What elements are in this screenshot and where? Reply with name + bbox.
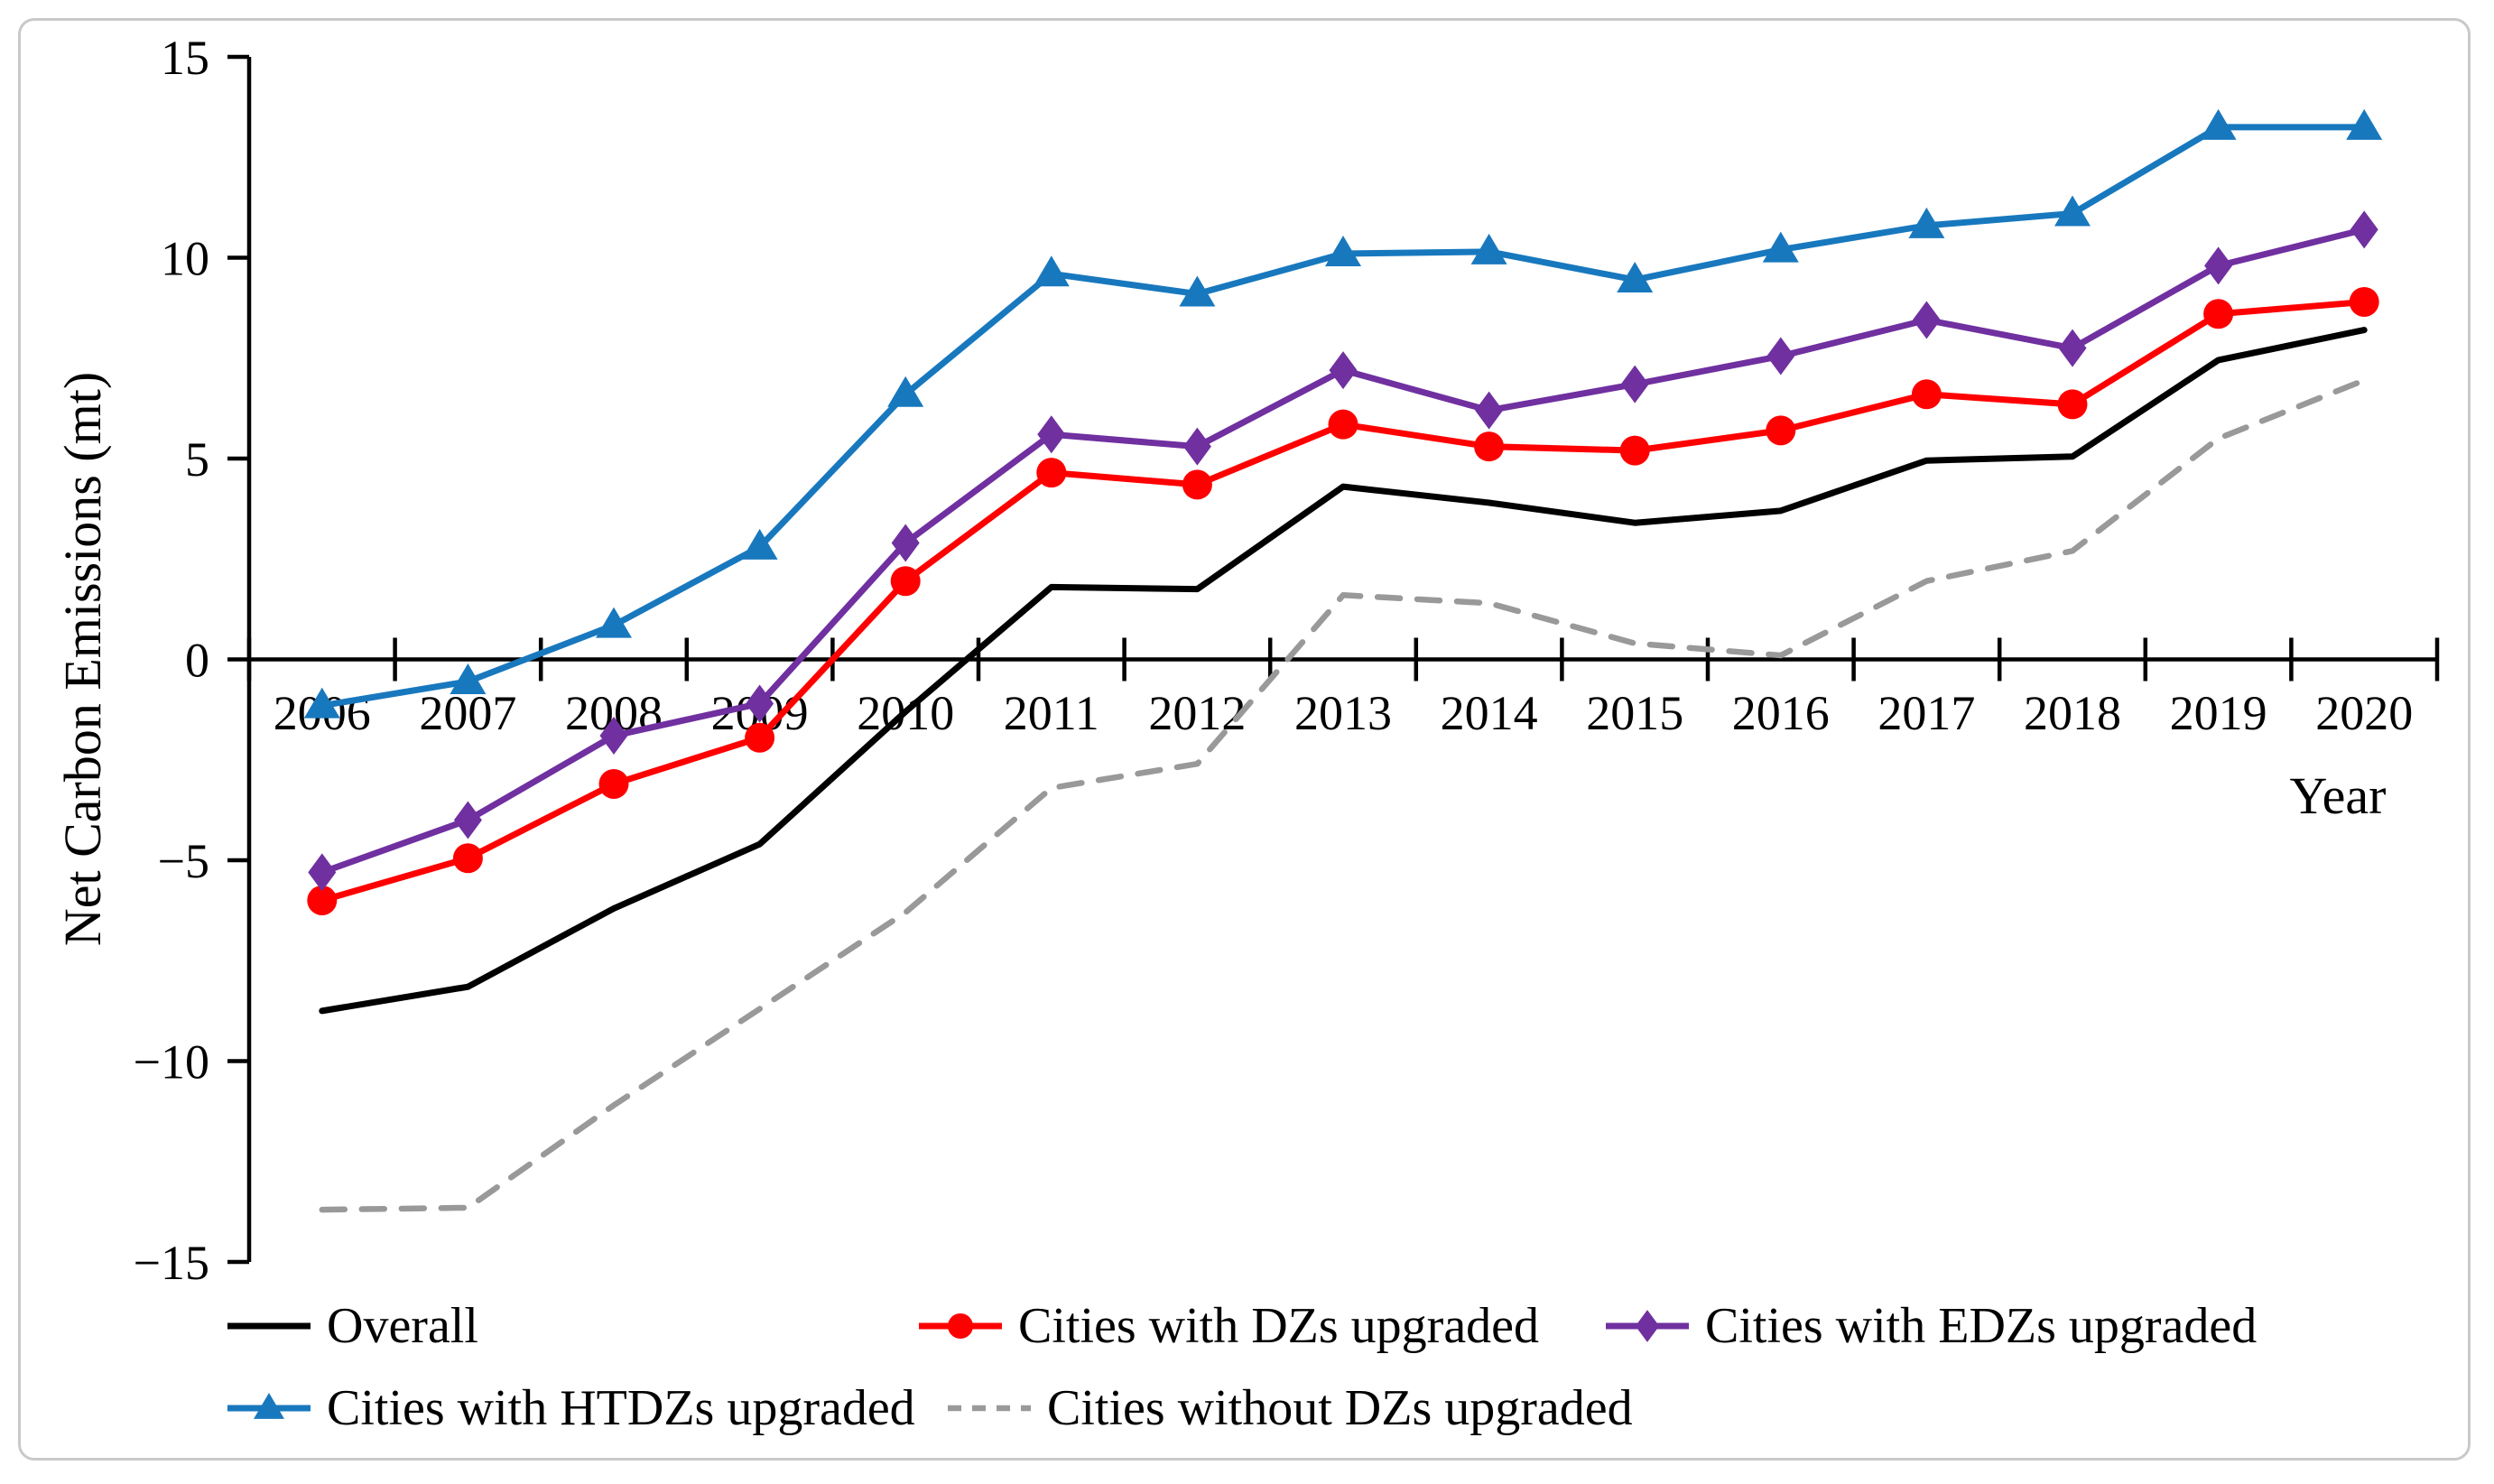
x-tick-label-2013: 2013 <box>1294 686 1392 740</box>
data-point-circle <box>598 768 629 799</box>
data-point-triangle <box>2200 108 2237 140</box>
y-tick-label: −10 <box>134 1035 209 1090</box>
series-cities-with-edzs-upgraded <box>308 210 2378 892</box>
legend-label: Cities without DZs upgraded <box>1047 1380 1633 1436</box>
data-point-diamond <box>599 717 628 756</box>
data-point-diamond <box>453 801 482 839</box>
legend-sample-line <box>948 1405 1031 1412</box>
series-line <box>319 226 2368 876</box>
figure-border <box>18 18 2471 1461</box>
data-point-circle <box>1619 435 1650 466</box>
x-tick-label-2012: 2012 <box>1148 686 1246 740</box>
data-point-circle <box>1766 415 1796 446</box>
x-tick-label-2018: 2018 <box>2024 686 2121 740</box>
x-tick-label-2007: 2007 <box>419 686 516 740</box>
data-point-diamond <box>891 524 920 562</box>
x-tick-label-2015: 2015 <box>1586 686 1683 740</box>
x-tick-label-2020: 2020 <box>2315 686 2413 740</box>
series-line <box>319 376 2368 1213</box>
legend-entry-cities-with-edzs-upgraded: Cities with EDZs upgraded <box>1604 1294 2257 1359</box>
data-point-diamond <box>2350 210 2378 249</box>
legend-sample-line <box>227 1393 311 1419</box>
data-point-triangle <box>1470 233 1507 264</box>
data-point-triangle <box>1617 261 1654 292</box>
data-point-diamond <box>1182 427 1211 466</box>
data-point-triangle <box>2054 195 2091 227</box>
series-cities-with-dzs-upgraded <box>307 286 2379 915</box>
data-point-diamond <box>2204 246 2233 285</box>
y-tick-label: 10 <box>161 232 209 286</box>
data-point-triangle <box>887 376 924 407</box>
data-point-diamond <box>1620 365 1649 403</box>
x-tick-label-2016: 2016 <box>1732 686 1830 740</box>
data-point-diamond <box>746 684 774 723</box>
data-point-circle <box>890 566 921 597</box>
data-point-triangle <box>1908 207 1945 238</box>
data-point-triangle <box>1762 231 1799 263</box>
y-tick-label: −15 <box>134 1236 209 1290</box>
data-point-triangle <box>1033 255 1070 287</box>
x-tick-label-2017: 2017 <box>1877 686 1975 740</box>
data-point-circle <box>307 886 338 915</box>
data-point-diamond <box>2058 329 2087 367</box>
y-axis-title: Net Carbon Emissions (mt) <box>53 371 112 947</box>
x-tick-label-2011: 2011 <box>1004 686 1099 740</box>
data-point-circle <box>1474 431 1505 462</box>
y-tick-label: −5 <box>158 834 209 888</box>
data-point-triangle <box>2346 108 2383 140</box>
legend-label: Cities with EDZs upgraded <box>1705 1298 2258 1354</box>
data-point-circle <box>2349 286 2379 317</box>
legend-sample-line <box>919 1312 1002 1340</box>
legend-label: Cities with HTDZs upgraded <box>327 1380 915 1436</box>
series-line <box>319 298 2368 904</box>
data-point-triangle <box>596 607 632 638</box>
legend-entry-cities-with-dzs-upgraded: Cities with DZs upgraded <box>917 1294 1539 1359</box>
data-point-triangle <box>1179 275 1216 307</box>
data-point-circle <box>1182 469 1212 500</box>
data-point-circle <box>452 843 483 874</box>
legend-entry-cities-with-htdzs-upgraded: Cities with HTDZs upgraded <box>226 1376 915 1441</box>
data-point-diamond <box>1329 351 1358 390</box>
legend-entry-overall: Overall <box>226 1294 478 1359</box>
series-line <box>319 327 2368 1015</box>
data-point-diamond <box>308 853 337 892</box>
series-cities-without-dzs-upgraded <box>319 376 2368 1213</box>
data-point-diamond <box>1766 337 1795 376</box>
data-point-triangle <box>450 663 487 694</box>
data-point-circle <box>2057 389 2088 420</box>
data-point-circle <box>947 1312 974 1340</box>
data-point-circle <box>2203 299 2234 329</box>
data-point-triangle <box>254 1393 284 1419</box>
legend-label: Cities with DZs upgraded <box>1018 1298 1540 1354</box>
data-point-diamond <box>1912 301 1941 339</box>
data-point-triangle <box>303 687 340 719</box>
y-tick-label: 5 <box>185 432 209 487</box>
x-tick-label-2019: 2019 <box>2170 686 2267 740</box>
legend-label: Overall <box>327 1298 478 1354</box>
legend-sample-line <box>1606 1310 1689 1342</box>
legend-entry-cities-without-dzs-upgraded: Cities without DZs upgraded <box>946 1376 1633 1441</box>
data-point-triangle <box>1325 236 1361 267</box>
x-tick-label-2014: 2014 <box>1441 686 1538 740</box>
x-axis-title: Year <box>2289 766 2387 825</box>
data-point-diamond <box>1475 391 1504 430</box>
y-tick-label: 15 <box>161 31 209 85</box>
data-point-circle <box>1036 458 1067 488</box>
data-point-triangle <box>741 528 778 560</box>
data-point-diamond <box>1635 1310 1660 1342</box>
data-point-circle <box>1328 409 1358 440</box>
series-overall <box>319 327 2368 1015</box>
legend-sample-line <box>227 1322 311 1330</box>
y-tick-label: 0 <box>185 634 209 688</box>
data-point-diamond <box>1037 415 1066 454</box>
data-point-circle <box>745 722 775 753</box>
data-point-circle <box>1911 379 1942 410</box>
series-cities-with-htdzs-upgraded <box>303 108 2383 719</box>
